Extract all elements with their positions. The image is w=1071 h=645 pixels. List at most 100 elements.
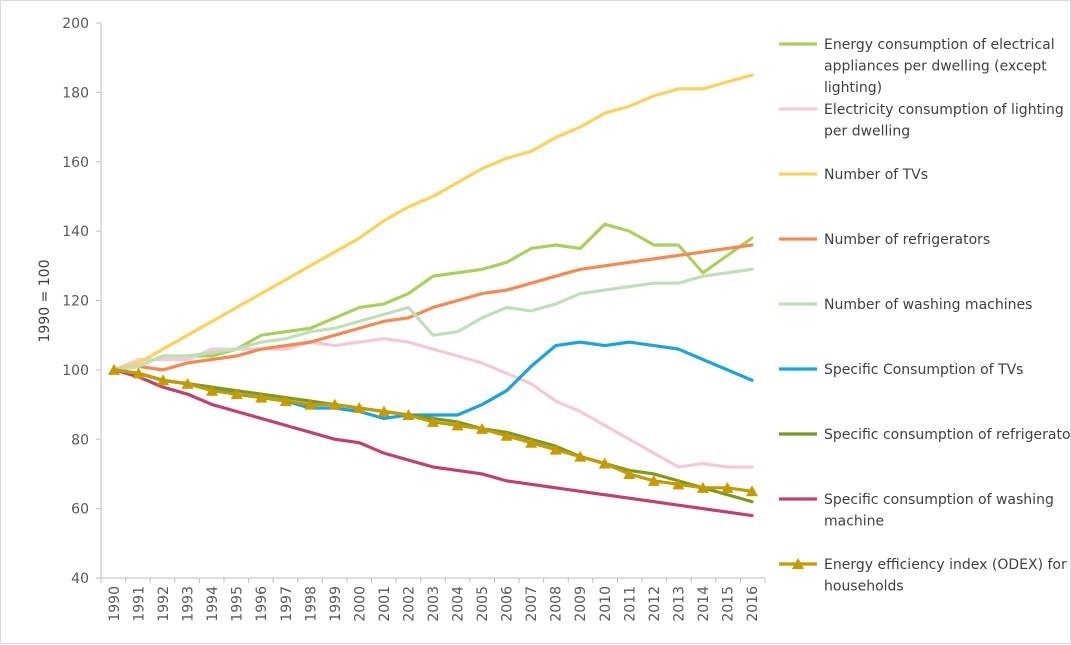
series-line: [112, 337, 754, 469]
data-point-marker: [598, 457, 611, 469]
data-point-marker: [574, 450, 587, 462]
data-point-marker: [304, 398, 317, 410]
data-point-marker: [353, 402, 366, 414]
data-point-marker: [377, 405, 390, 417]
legend-item: Specific consumption of washing machine: [779, 492, 1054, 530]
data-point-marker: [132, 367, 145, 379]
data-point-marker: [500, 429, 513, 441]
series-1: [112, 337, 754, 469]
series-line: [112, 73, 754, 372]
x-tick-label: 1996: [254, 586, 270, 622]
x-ticks: 1990 1991 1992 1993 1994 1995 1996 1997 1998 1999…: [100, 578, 766, 622]
x-tick-label: 1994: [205, 586, 221, 622]
y-ticks: 40 60 80 100 120 140 160 180 200: [62, 16, 101, 587]
x-tick-label: 1998: [303, 586, 319, 622]
data-point-marker: [721, 481, 734, 493]
legend-label: Specific consumption of washing machine: [824, 492, 1054, 530]
data-point-marker: [427, 415, 439, 427]
data-point-marker: [476, 422, 489, 434]
series-line: [112, 267, 754, 372]
legend-label: Energy efficiency index (ODEX) for househ…: [824, 557, 1067, 595]
x-tick-label: 2003: [426, 586, 442, 622]
data-point-marker: [696, 481, 709, 493]
x-tick-label: 2007: [524, 586, 540, 622]
legend-marker: [792, 558, 804, 569]
x-tick-label: 2015: [720, 586, 736, 622]
x-tick-label: 2005: [475, 586, 491, 622]
data-point-marker: [181, 377, 194, 389]
x-tick-label: 2008: [549, 586, 565, 622]
data-point-marker: [647, 474, 660, 486]
data-point-marker: [451, 419, 464, 431]
x-tick-label: 1995: [230, 586, 246, 622]
legend: Energy consumption of electrical applianc…: [779, 37, 1071, 595]
data-point-marker: [672, 478, 685, 490]
x-tick-label: 1993: [181, 586, 197, 622]
x-tick-label: 1991: [132, 586, 148, 622]
y-tick-label: 140: [62, 224, 89, 240]
data-point-marker: [549, 443, 562, 455]
data-point-marker: [255, 391, 268, 403]
x-tick-label: 1997: [279, 586, 295, 622]
axes: [100, 23, 765, 579]
data-point-marker: [623, 467, 636, 479]
y-tick-label: 180: [62, 85, 89, 101]
y-tick-label: 100: [62, 363, 89, 379]
legend-label: Specific consumption of refrigerators: [824, 427, 1071, 443]
x-tick-label: 2016: [745, 586, 761, 622]
series-3: [112, 243, 754, 372]
data-point-marker: [108, 363, 120, 375]
legend-item: Energy consumption of electrical applianc…: [779, 37, 1055, 96]
x-tick-label: 2000: [352, 586, 368, 622]
data-point-marker: [157, 374, 170, 386]
y-tick-label: 40: [71, 571, 89, 587]
x-tick-label: 2013: [671, 586, 687, 622]
legend-label: Energy consumption of electrical applianc…: [824, 37, 1055, 96]
data-point-marker: [525, 436, 538, 448]
legend-label: Number of washing machines: [824, 297, 1032, 313]
series-2: [112, 73, 754, 372]
y-tick-label: 120: [62, 294, 89, 310]
x-tick-label: 1999: [328, 586, 344, 622]
x-tick-label: 2011: [622, 586, 638, 622]
legend-item: Electricity consumption of lighting per d…: [779, 102, 1064, 140]
x-tick-label: 2012: [647, 586, 663, 622]
data-point-marker: [279, 395, 292, 407]
x-tick-label: 2006: [500, 586, 516, 622]
series-8: [108, 363, 758, 497]
x-tick-label: 2010: [598, 586, 614, 622]
legend-label: Electricity consumption of lighting per d…: [824, 102, 1064, 140]
legend-item: Number of TVs: [779, 167, 928, 183]
y-tick-label: 60: [71, 502, 89, 518]
x-tick-label: 2001: [377, 586, 393, 622]
data-point-marker: [746, 485, 758, 497]
legend-label: Number of refrigerators: [824, 232, 990, 248]
legend-label: Specific Consumption of TVs: [824, 362, 1023, 378]
x-tick-label: 2004: [451, 586, 467, 622]
series-line: [112, 243, 754, 372]
data-point-marker: [328, 398, 341, 410]
series-line: [112, 222, 754, 372]
data-point-marker: [402, 408, 415, 420]
series-7: [112, 368, 754, 518]
x-tick-label: 1990: [107, 586, 123, 622]
legend-item: Specific Consumption of TVs: [779, 362, 1023, 378]
x-tick-label: 1992: [156, 586, 172, 622]
legend-item: Specific consumption of refrigerators: [779, 427, 1071, 443]
series-4: [112, 267, 754, 372]
legend-item: Number of refrigerators: [779, 232, 990, 248]
legend-item: Energy efficiency index (ODEX) for househ…: [779, 557, 1067, 595]
data-point-marker: [230, 388, 243, 400]
x-tick-label: 2009: [573, 586, 589, 622]
series-lines: [108, 73, 758, 518]
y-tick-label: 80: [71, 432, 89, 448]
y-tick-label: 160: [62, 155, 89, 171]
legend-label: Number of TVs: [824, 167, 928, 183]
y-tick-label: 200: [62, 16, 89, 32]
legend-item: Number of washing machines: [779, 297, 1032, 313]
y-axis-title: 1990 = 100: [37, 260, 53, 343]
x-tick-label: 2014: [696, 586, 712, 622]
x-tick-label: 2002: [401, 586, 417, 622]
